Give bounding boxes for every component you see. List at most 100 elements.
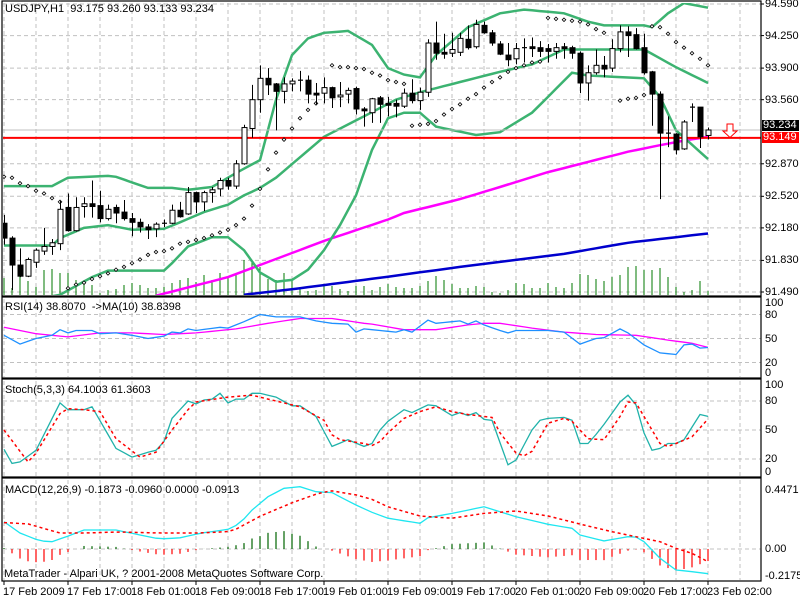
stoch-axis-label: 100 — [765, 379, 784, 391]
ma-slow-line — [243, 232, 709, 295]
rsi-axis-label: 100 — [765, 297, 784, 309]
sar-dot — [249, 203, 255, 208]
candle-bullish — [457, 37, 464, 53]
sar-dot — [633, 95, 639, 101]
candle-bearish — [313, 92, 320, 96]
stoch-main-line — [3, 392, 709, 466]
rsi-panel[interactable] — [3, 313, 709, 356]
candle-bearish — [529, 46, 536, 50]
sar-dot — [297, 115, 303, 121]
time-axis-label: 19 Feb 01:00 — [323, 586, 388, 598]
candle-bearish — [673, 133, 680, 151]
candle-bearish — [137, 221, 144, 228]
stochastic-panel[interactable] — [3, 392, 709, 466]
candle-bullish — [473, 23, 480, 48]
candle-bearish — [17, 264, 24, 277]
candle-bearish — [561, 46, 568, 50]
candle-bullish — [233, 163, 240, 187]
grid — [3, 3, 761, 580]
sar-dot — [161, 248, 167, 254]
candle-bearish — [497, 43, 504, 55]
candle-bearish — [193, 192, 200, 203]
sar-dot — [625, 96, 631, 102]
macd-main-line — [3, 486, 709, 575]
candle-bearish — [305, 79, 312, 95]
sell-arrow-icon[interactable] — [721, 123, 739, 139]
stoch-signal-value: 61.3603 — [110, 384, 151, 396]
sar-dot — [129, 260, 135, 266]
sar-dot — [481, 85, 487, 90]
candle-bearish — [329, 87, 336, 99]
sar-dot — [697, 56, 703, 62]
sar-dot — [681, 45, 687, 51]
stoch-axis-label: 0 — [765, 466, 772, 478]
time-axis-label: 20 Feb 17:00 — [643, 586, 708, 598]
sar-dot — [73, 282, 79, 287]
candle-bullish — [345, 89, 352, 95]
sar-dot — [145, 252, 151, 258]
sar-dot — [113, 267, 119, 273]
sar-dot — [217, 230, 223, 235]
candle-bearish — [361, 108, 368, 112]
macd-hist-down-value: -0.0913 — [201, 484, 240, 496]
macd-name: MACD(12,26,9) — [5, 484, 82, 496]
sar-dot — [65, 285, 71, 291]
candle-bearish — [505, 54, 512, 61]
candle-bearish — [633, 34, 640, 50]
sar-dot — [425, 121, 431, 127]
sar-dot — [377, 73, 383, 78]
sar-dot — [177, 241, 183, 247]
sar-dot — [585, 22, 591, 27]
time-axis-label: 20 Feb 09:00 — [579, 586, 644, 598]
panel-frames — [1, 0, 764, 585]
candle-bearish — [129, 218, 136, 223]
sar-dot — [489, 79, 495, 85]
sar-dot — [17, 180, 23, 186]
macd-hist-up-value: 0.0000 — [165, 484, 199, 496]
rsi-name: RSI(14) — [5, 301, 43, 313]
time-axis-label: 23 Feb 02:00 — [707, 586, 772, 598]
sar-dot — [89, 276, 95, 282]
horizontal-line-price-badge: 93.149 — [762, 132, 799, 143]
macd-signal-line — [3, 490, 709, 563]
panel-border — [1, 477, 762, 582]
candle-bullish — [49, 242, 56, 247]
macd-title: MACD(12,26,9) -0.1873 -0.0960 0.0000 -0.… — [5, 484, 239, 496]
stoch-axis-label: 20 — [765, 453, 778, 465]
candle-bullish — [169, 209, 176, 224]
sar-dot — [577, 19, 583, 25]
candle-bearish — [569, 47, 576, 54]
rsi-ma-value: 38.8398 — [141, 301, 181, 313]
candle-bearish — [465, 38, 472, 49]
candle-bearish — [377, 97, 384, 105]
candle-bearish — [697, 106, 704, 138]
sar-dot — [465, 96, 471, 102]
price-axis-label: 93.900 — [765, 62, 799, 75]
macd-panel[interactable] — [3, 486, 709, 575]
panel-border — [1, 378, 762, 478]
time-axis-label: 18 Feb 01:00 — [131, 586, 196, 598]
price-panel[interactable] — [2, 3, 761, 305]
sar-dot — [361, 66, 367, 72]
sar-dot — [601, 30, 607, 36]
sar-dot — [9, 175, 15, 181]
candle-bearish — [489, 32, 496, 44]
candle-bullish — [185, 192, 192, 215]
sar-dot — [33, 188, 39, 194]
sar-dot — [105, 271, 111, 276]
candle-bearish — [3, 222, 8, 239]
sar-dot — [537, 59, 543, 64]
price-axis-label: 92.180 — [765, 221, 799, 234]
sar-dot — [665, 31, 671, 37]
candle-bullish — [289, 80, 296, 85]
price-axis-label: 91.490 — [765, 285, 799, 298]
panel-border — [1, 296, 762, 379]
stoch-signal-line — [3, 394, 709, 464]
bollinger-middle-line — [4, 48, 709, 247]
sar-dot — [209, 232, 215, 238]
sar-dot — [673, 39, 679, 45]
sar-dot — [649, 23, 655, 29]
candle-bearish — [393, 102, 400, 107]
candle-bullish — [81, 203, 88, 208]
